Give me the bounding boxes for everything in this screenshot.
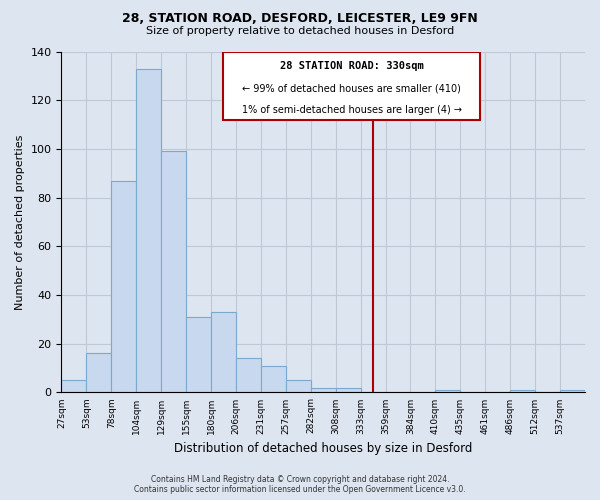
Bar bbox=[311, 388, 335, 392]
Bar bbox=[211, 312, 236, 392]
Y-axis label: Number of detached properties: Number of detached properties bbox=[15, 134, 25, 310]
Text: 1% of semi-detached houses are larger (4) →: 1% of semi-detached houses are larger (4… bbox=[242, 105, 462, 115]
Bar bbox=[236, 358, 261, 392]
Bar bbox=[436, 390, 460, 392]
Bar bbox=[136, 68, 161, 392]
Bar bbox=[223, 52, 480, 120]
Bar bbox=[161, 152, 186, 392]
Text: 28, STATION ROAD, DESFORD, LEICESTER, LE9 9FN: 28, STATION ROAD, DESFORD, LEICESTER, LE… bbox=[122, 12, 478, 26]
Text: Contains HM Land Registry data © Crown copyright and database right 2024.
Contai: Contains HM Land Registry data © Crown c… bbox=[134, 474, 466, 494]
Bar bbox=[186, 317, 211, 392]
Bar bbox=[61, 380, 86, 392]
Bar bbox=[560, 390, 585, 392]
Text: 28 STATION ROAD: 330sqm: 28 STATION ROAD: 330sqm bbox=[280, 61, 424, 71]
Bar bbox=[510, 390, 535, 392]
Text: ← 99% of detached houses are smaller (410): ← 99% of detached houses are smaller (41… bbox=[242, 83, 461, 93]
Bar bbox=[86, 354, 111, 393]
Bar bbox=[335, 388, 361, 392]
Text: Size of property relative to detached houses in Desford: Size of property relative to detached ho… bbox=[146, 26, 454, 36]
X-axis label: Distribution of detached houses by size in Desford: Distribution of detached houses by size … bbox=[174, 442, 472, 455]
Bar bbox=[286, 380, 311, 392]
Bar bbox=[261, 366, 286, 392]
Bar bbox=[111, 180, 136, 392]
